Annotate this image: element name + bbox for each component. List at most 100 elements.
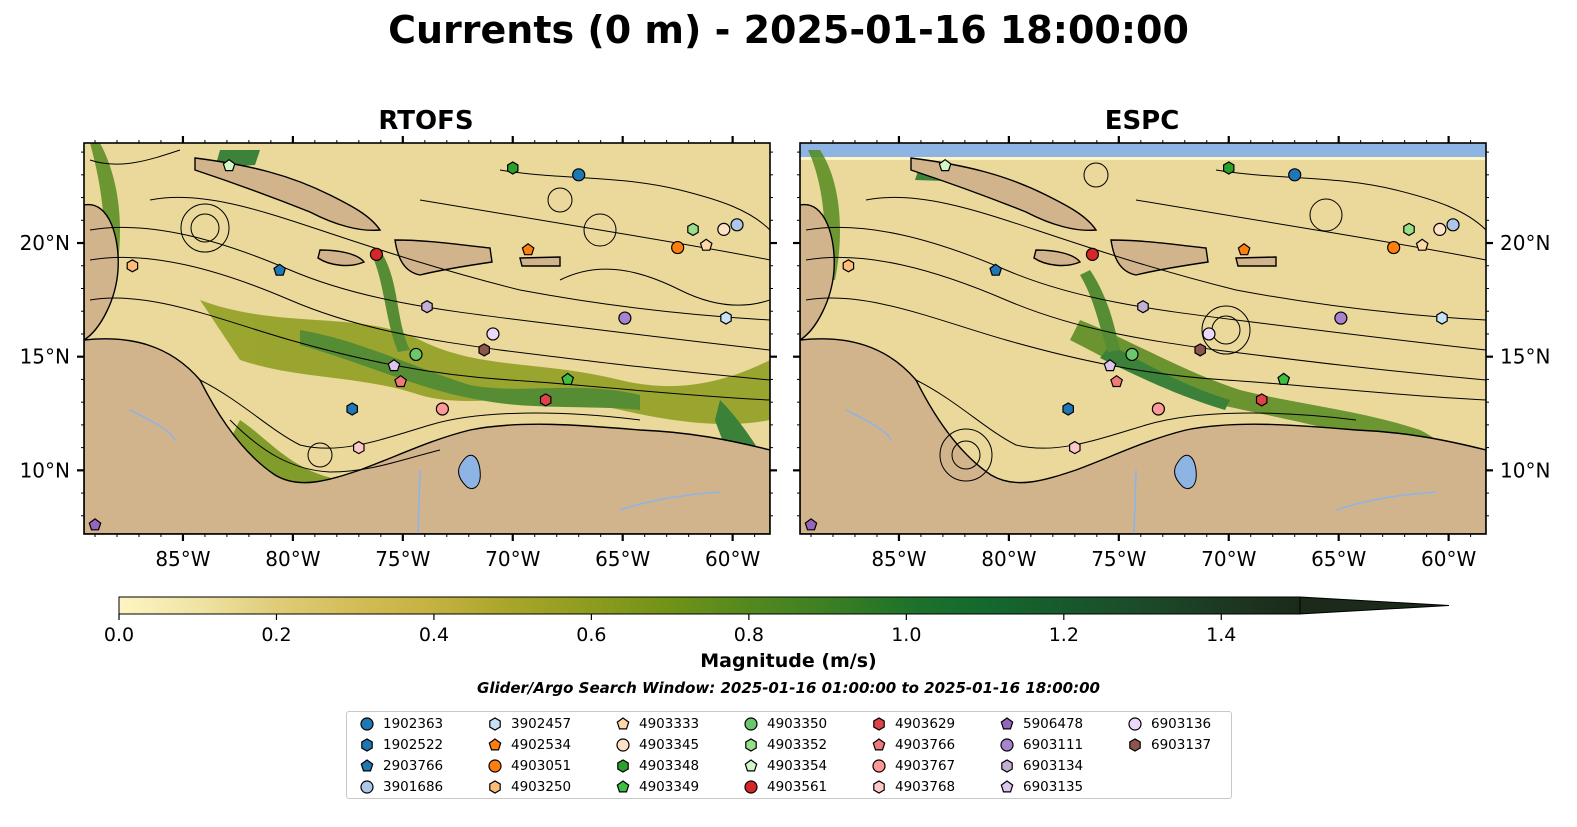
legend-label: 4903350 — [767, 716, 828, 732]
legend-label: 4903349 — [639, 779, 700, 795]
circle-marker-icon — [488, 759, 502, 773]
hexagon-marker-icon — [617, 759, 629, 773]
lon-tick-label: 80°W — [265, 547, 320, 571]
colorbar-tick-label: 1.4 — [1206, 624, 1236, 646]
circle-marker-icon — [744, 780, 758, 794]
float-marker-3901686 — [730, 218, 744, 232]
float-marker-4903250 — [842, 259, 855, 273]
map-panel-rtofs — [83, 142, 771, 535]
float-marker-6903135 — [1103, 359, 1117, 372]
legend-label: 4903250 — [511, 779, 572, 795]
pentagon-marker-icon — [1000, 717, 1014, 730]
legend-item-4903349: 4903349 — [615, 777, 699, 797]
pentagon-marker-icon — [360, 759, 374, 772]
lon-tick-label: 85°W — [155, 547, 210, 571]
hexagon-marker-icon — [873, 717, 885, 731]
legend-label: 4903051 — [511, 758, 572, 774]
lakes — [458, 454, 481, 490]
legend-label: 4903561 — [767, 779, 828, 795]
float-marker-4903629 — [1255, 393, 1268, 407]
float-marker-4903051 — [1387, 240, 1401, 255]
lat-tick-label: 15°N — [1500, 345, 1550, 369]
pentagon-marker-icon — [744, 759, 758, 772]
lon-tick-label: 80°W — [981, 547, 1036, 571]
lon-tick-label: 70°W — [485, 547, 540, 571]
hexagon-marker-icon — [1001, 759, 1013, 773]
legend: 1902363 1902522 2903766 3901686 3902457 49025… — [346, 711, 1232, 799]
float-marker-4903348 — [1222, 161, 1235, 175]
float-marker-4903350 — [1125, 347, 1139, 362]
circle-marker-icon — [360, 780, 374, 794]
float-marker-5906478 — [88, 518, 102, 531]
float-marker-3901686 — [1446, 218, 1460, 232]
legend-item-3902457: 3902457 — [487, 714, 571, 734]
float-marker-4903354 — [938, 158, 952, 172]
legend-label: 6903134 — [1023, 758, 1084, 774]
hexagon-marker-icon — [873, 780, 885, 794]
colorbar-ticks: 0.0 0.2 0.4 0.6 0.8 1.0 1.2 1.4 — [104, 614, 1236, 646]
legend-item-1902363: 1902363 — [359, 714, 443, 734]
float-markers-espc — [804, 158, 1460, 531]
legend-label: 4903333 — [639, 716, 700, 732]
lon-tick-label: 65°W — [595, 547, 650, 571]
pentagon-marker-icon — [616, 717, 630, 730]
legend-item-4903348: 4903348 — [615, 756, 699, 776]
float-marker-4903345 — [1433, 222, 1447, 236]
float-marker-4903051 — [671, 240, 685, 255]
hexagon-marker-icon — [745, 738, 757, 752]
legend-item-4902534: 4902534 — [487, 735, 571, 755]
float-marker-6903136 — [1202, 327, 1216, 341]
float-marker-2903766 — [989, 263, 1003, 276]
float-marker-4903766 — [1110, 374, 1124, 388]
float-marker-6903135 — [387, 359, 401, 372]
pentagon-marker-icon — [488, 738, 502, 751]
legend-label: 4902534 — [511, 737, 572, 753]
legend-item-4903352: 4903352 — [743, 735, 827, 755]
streamlines — [805, 162, 1486, 482]
legend-label: 5906478 — [1023, 716, 1084, 732]
float-marker-4903767 — [435, 402, 449, 416]
colorbar: 0.0 0.2 0.4 0.6 0.8 1.0 1.2 1.4 — [104, 596, 1450, 646]
lon-tick-label: 75°W — [1091, 547, 1146, 571]
colorbar-tick-label: 1.0 — [891, 624, 921, 646]
lat-tick-label: 20°N — [1500, 231, 1550, 255]
float-marker-4903350 — [409, 347, 423, 362]
colorbar-tick-label: 1.2 — [1049, 624, 1079, 646]
panel-frame — [799, 142, 1487, 535]
legend-item-4903333: 4903333 — [615, 714, 699, 734]
legend-label: 4903345 — [639, 737, 700, 753]
colorbar-extend-arrow — [1299, 596, 1450, 615]
float-marker-6903111 — [1334, 311, 1348, 325]
float-marker-4903768 — [353, 440, 365, 455]
axis-ticks: 85°W 80°W 75°W 70°W 65°W 60°W 20°N 15°N 10°N 85°W… — [20, 136, 1550, 571]
circle-marker-icon — [872, 759, 886, 773]
lat-tick-label: 20°N — [20, 231, 70, 255]
circle-marker-icon — [616, 738, 630, 752]
float-marker-4903349 — [1277, 372, 1291, 385]
streamlines — [89, 149, 770, 473]
legend-item-4903767: 4903767 — [871, 756, 955, 776]
legend-label: 6903136 — [1151, 716, 1212, 732]
legend-item-4903768: 4903768 — [871, 777, 955, 797]
legend-label: 4903629 — [895, 716, 956, 732]
lat-tick-label: 15°N — [20, 345, 70, 369]
hexagon-marker-icon — [1129, 738, 1141, 752]
float-marker-6903137 — [1194, 343, 1207, 357]
legend-item-4903354: 4903354 — [743, 756, 827, 776]
float-marker-4903352 — [1403, 222, 1415, 237]
float-marker-4903354 — [222, 158, 236, 172]
circle-marker-icon — [1000, 738, 1014, 752]
float-marker-4902534 — [1237, 243, 1251, 256]
float-marker-4903333 — [1415, 238, 1429, 251]
legend-item-6903111: 6903111 — [999, 735, 1083, 755]
hexagon-marker-icon — [489, 780, 501, 794]
lon-tick-label: 65°W — [1311, 547, 1366, 571]
legend-item-4903350: 4903350 — [743, 714, 827, 734]
legend-item-4903561: 4903561 — [743, 777, 827, 797]
legend-label: 6903135 — [1023, 779, 1084, 795]
nodata-strip — [800, 143, 1486, 157]
lon-tick-label: 60°W — [1421, 547, 1476, 571]
legend-item-2903766: 2903766 — [359, 756, 443, 776]
lat-tick-label: 10°N — [1500, 458, 1550, 482]
lon-tick-label: 75°W — [375, 547, 430, 571]
